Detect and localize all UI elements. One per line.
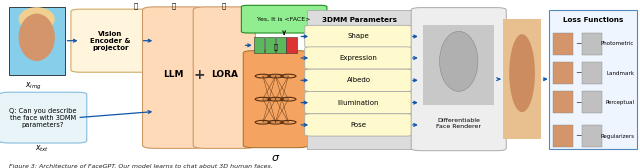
Text: $x_{txt}$: $x_{txt}$: [35, 144, 49, 154]
Text: +: +: [193, 68, 205, 81]
FancyBboxPatch shape: [243, 51, 308, 148]
FancyBboxPatch shape: [549, 10, 637, 149]
Text: −: −: [575, 39, 581, 48]
Text: Pose: Pose: [351, 122, 367, 128]
Ellipse shape: [440, 31, 478, 91]
Text: 🔒: 🔒: [133, 2, 138, 9]
Text: −: −: [575, 69, 581, 77]
FancyBboxPatch shape: [143, 7, 205, 148]
Text: 3DMM Parameters: 3DMM Parameters: [322, 17, 397, 23]
FancyBboxPatch shape: [305, 69, 412, 91]
Ellipse shape: [19, 14, 55, 61]
FancyBboxPatch shape: [503, 19, 541, 139]
Text: 🔓: 🔓: [273, 44, 278, 50]
Text: −: −: [575, 132, 581, 141]
FancyBboxPatch shape: [241, 5, 327, 33]
Text: Yes, It is <FACE>: Yes, It is <FACE>: [257, 17, 311, 22]
Text: 🔒: 🔒: [222, 2, 227, 9]
FancyBboxPatch shape: [305, 25, 412, 48]
FancyBboxPatch shape: [254, 37, 264, 53]
FancyBboxPatch shape: [305, 91, 412, 114]
FancyBboxPatch shape: [582, 91, 602, 113]
FancyBboxPatch shape: [582, 125, 602, 147]
FancyBboxPatch shape: [553, 33, 573, 55]
FancyBboxPatch shape: [305, 47, 412, 69]
Text: LORA: LORA: [211, 70, 238, 79]
Text: LLM: LLM: [163, 70, 184, 79]
FancyBboxPatch shape: [582, 33, 602, 55]
FancyBboxPatch shape: [423, 25, 494, 106]
Text: Shape: Shape: [348, 33, 369, 39]
Text: $\sigma$: $\sigma$: [271, 153, 280, 163]
FancyBboxPatch shape: [582, 62, 602, 84]
Text: Figure 3: Architecture of FaceGPT. Our model learns to chat about 3D human faces: Figure 3: Architecture of FaceGPT. Our m…: [9, 164, 273, 168]
Text: Landmark: Landmark: [606, 71, 634, 75]
Text: Illumination: Illumination: [338, 100, 380, 106]
Text: Q: Can you describe
the face with 3DMM
parameters?: Q: Can you describe the face with 3DMM p…: [10, 108, 77, 128]
Text: −: −: [575, 98, 581, 107]
Text: $x_{img}$: $x_{img}$: [25, 81, 42, 92]
Text: Vision
Encoder &
projector: Vision Encoder & projector: [90, 31, 131, 51]
FancyBboxPatch shape: [553, 125, 573, 147]
FancyBboxPatch shape: [265, 37, 275, 53]
Text: Regularizers: Regularizers: [600, 134, 634, 139]
FancyBboxPatch shape: [9, 7, 65, 75]
Text: Differentiable
Face Renderer: Differentiable Face Renderer: [436, 118, 481, 129]
Text: Perceptual: Perceptual: [605, 100, 634, 105]
Text: Loss Functions: Loss Functions: [563, 17, 623, 23]
FancyBboxPatch shape: [553, 62, 573, 84]
FancyBboxPatch shape: [305, 114, 412, 136]
Text: Expression: Expression: [340, 55, 378, 61]
FancyBboxPatch shape: [193, 7, 255, 148]
Ellipse shape: [19, 7, 55, 31]
FancyBboxPatch shape: [0, 92, 87, 143]
FancyBboxPatch shape: [71, 9, 150, 72]
Ellipse shape: [509, 34, 535, 112]
Text: 🔒: 🔒: [172, 2, 176, 9]
FancyBboxPatch shape: [553, 91, 573, 113]
FancyBboxPatch shape: [307, 10, 411, 149]
FancyBboxPatch shape: [276, 37, 285, 53]
FancyBboxPatch shape: [411, 8, 506, 151]
FancyBboxPatch shape: [286, 37, 296, 53]
Text: Photometric: Photometric: [601, 41, 634, 46]
Text: Albedo: Albedo: [347, 77, 371, 83]
